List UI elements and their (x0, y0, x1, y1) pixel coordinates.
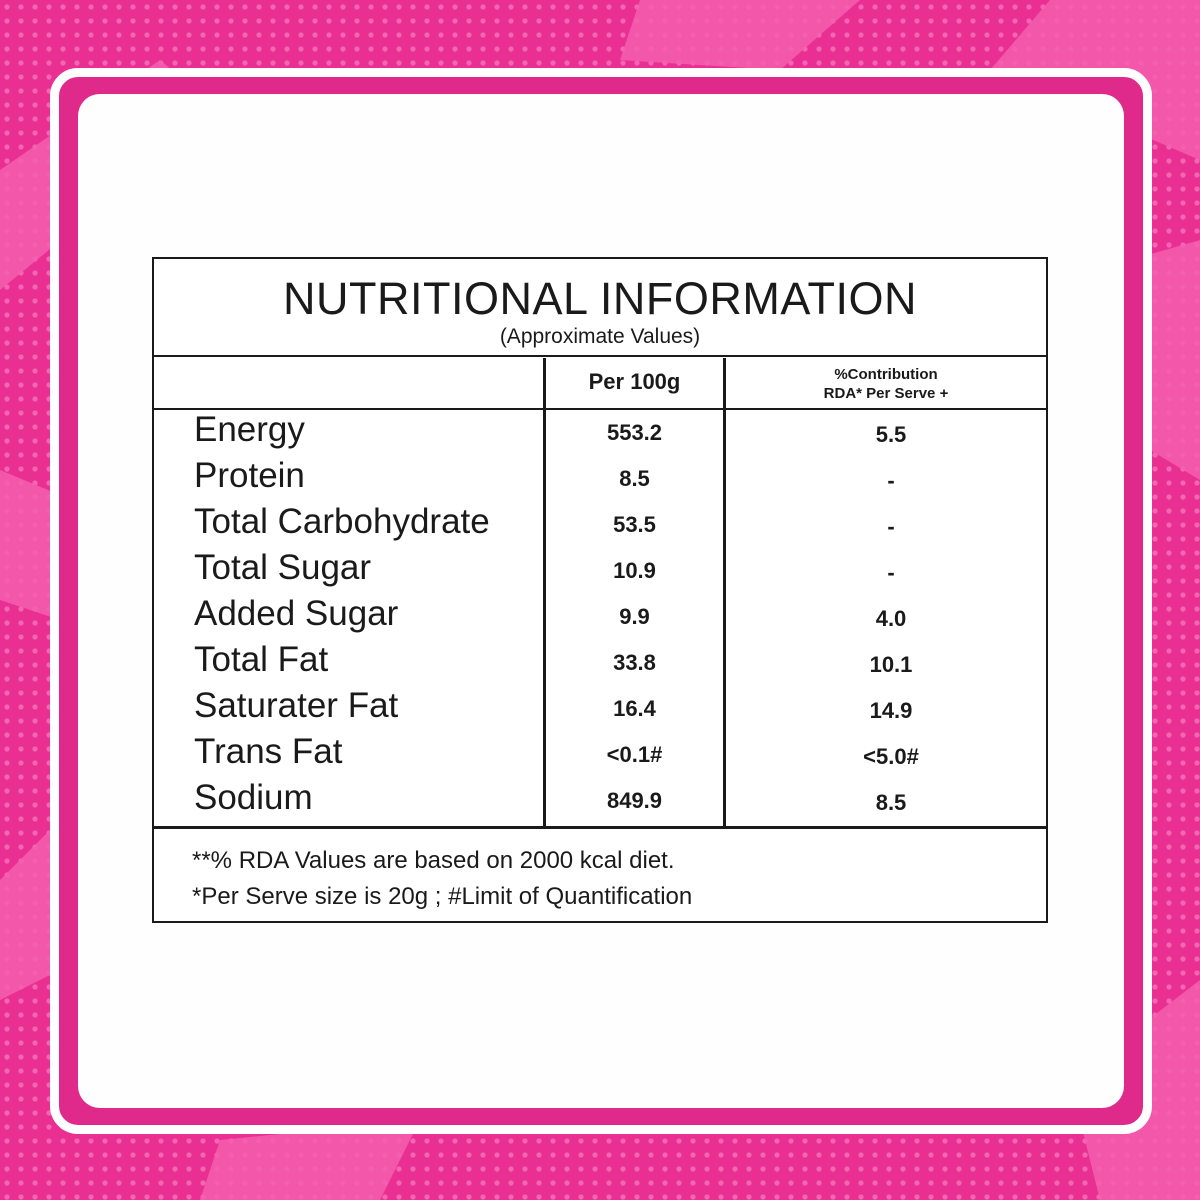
footnote-rda: **% RDA Values are based on 2000 kcal di… (192, 847, 675, 874)
per-100g-value: 849.9 (606, 788, 663, 813)
column-header-per-100g: Per 100g (588, 369, 681, 394)
per-100g-value: 9.9 (619, 604, 650, 629)
nutrient-name: Protein (194, 456, 305, 495)
column-header-rda: %Contribution RDA* Per Serve + (726, 365, 1046, 403)
per-100g-value: 10.9 (613, 558, 656, 583)
nutrient-row: Protein 8.5 - (154, 456, 1046, 502)
column-header-rda-line1: %Contribution (834, 366, 938, 383)
nutrient-row: Total Fat 33.8 10.1 (154, 640, 1046, 686)
column-header-rda-line2: RDA* Per Serve + (823, 385, 949, 402)
rda-value: 10.1 (869, 652, 913, 677)
per-100g-value: 33.8 (613, 650, 656, 675)
nutrient-row: Energy 553.2 5.5 (154, 410, 1046, 456)
title-block: NUTRITIONAL INFORMATION (Approximate Val… (154, 259, 1046, 357)
nutrient-row: Saturater Fat 16.4 14.9 (154, 686, 1046, 732)
nutrient-name: Total Sugar (194, 548, 372, 587)
nutrient-row: Total Sugar 10.9 - (154, 548, 1046, 594)
footnote-serve-size: *Per Serve size is 20g ; #Limit of Quant… (192, 883, 693, 910)
nutrient-row: Trans Fat <0.1# <5.0# (154, 732, 1046, 778)
per-100g-value: 16.4 (613, 696, 656, 721)
rda-value: - (887, 468, 895, 493)
rda-value: 5.5 (875, 422, 907, 447)
nutrient-name: Energy (194, 410, 305, 449)
rda-value: - (887, 514, 895, 539)
rda-value: <5.0# (863, 744, 919, 769)
nutrient-row: Sodium 849.9 8.5 (154, 778, 1046, 824)
nutrient-name: Trans Fat (194, 732, 343, 771)
rda-value: 4.0 (875, 606, 907, 631)
column-divider-1 (543, 357, 546, 827)
rda-value: 14.9 (869, 698, 913, 723)
column-header-row (154, 358, 1046, 410)
nutrient-name: Added Sugar (194, 594, 399, 633)
footnote-divider (154, 826, 1046, 829)
per-100g-value: <0.1# (606, 742, 663, 767)
footnotes: **% RDA Values are based on 2000 kcal di… (192, 843, 692, 915)
nutrition-panel: NUTRITIONAL INFORMATION (Approximate Val… (152, 257, 1048, 923)
panel-title: NUTRITIONAL INFORMATION (283, 273, 917, 324)
nutrient-row: Total Carbohydrate 53.5 - (154, 502, 1046, 548)
column-divider-2 (723, 357, 726, 827)
per-100g-value: 553.2 (606, 420, 663, 445)
nutrient-name: Total Fat (194, 640, 329, 679)
rda-value: 8.5 (875, 790, 907, 815)
per-100g-value: 53.5 (613, 512, 656, 537)
per-100g-value: 8.5 (619, 466, 650, 491)
nutrient-name: Sodium (194, 778, 313, 817)
rda-value: - (887, 560, 895, 585)
nutrient-row: Added Sugar 9.9 4.0 (154, 594, 1046, 640)
panel-subtitle: (Approximate Values) (499, 325, 701, 348)
nutrient-name: Saturater Fat (194, 686, 399, 725)
nutrient-name: Total Carbohydrate (194, 502, 490, 541)
